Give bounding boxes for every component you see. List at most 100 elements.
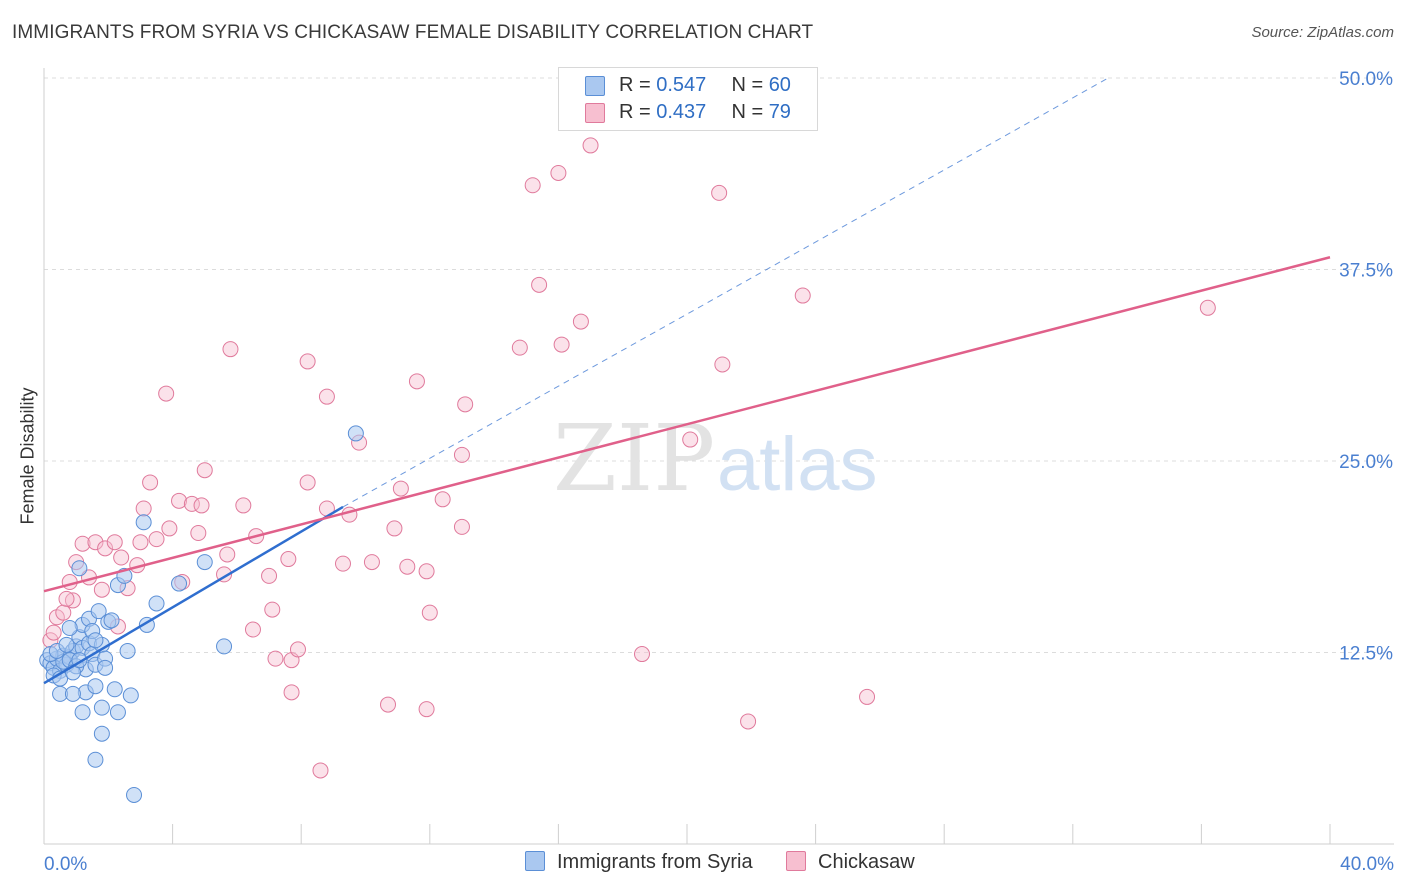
syria-point [171,575,188,592]
syria-point [58,636,75,653]
x-tick-label-max: 40.0% [1340,854,1394,875]
syria-point [109,704,126,721]
syria-point [148,595,165,612]
chickasaw-point [740,713,757,730]
bottom-legend-label-syria: Immigrants from Syria [557,851,753,873]
chickasaw-point [55,604,72,621]
chickasaw-point [190,525,207,542]
syria-point [93,725,110,742]
legend-n-label: N = [731,74,769,96]
y-tick-label: 37.5% [1339,261,1393,282]
syria-point [196,554,213,571]
legend-r-label: R = [619,101,657,123]
y-tick-labels: 12.5% 25.0% 37.5% 50.0% [1339,69,1393,665]
chickasaw-point [363,554,380,571]
chickasaw-point [524,177,541,194]
bottom-legend-label-chickasaw: Chickasaw [818,851,915,873]
syria-point [126,786,143,803]
chickasaw-point [418,563,435,580]
chickasaw-point [399,558,416,575]
chickasaw-point [392,480,409,497]
watermark-atlas: atlas [717,422,878,507]
bottom-legend-chickasaw: Chickasaw [786,851,915,874]
watermark: ZIP atlas [553,405,878,512]
syria-trend-extension [342,77,1109,508]
chickasaw-point [161,520,178,537]
chart-title: IMMIGRANTS FROM SYRIA VS CHICKASAW FEMAL… [12,22,814,43]
y-tick-label: 12.5% [1339,644,1393,665]
syria-trend-line [43,505,344,685]
chickasaw-point [550,164,567,181]
chickasaw-point [434,491,451,508]
syria-point [216,638,233,655]
syria-point [122,687,139,704]
chickasaw-point [45,624,62,641]
syria-point [103,612,120,629]
bottom-legend-syria: Immigrants from Syria [525,851,753,874]
bottom-legend-swatch-chickasaw [786,851,806,871]
chickasaw-trend-line [43,256,1331,593]
chickasaw-point [511,339,528,356]
chickasaw-point [97,540,114,557]
legend-swatch-syria [585,76,605,96]
chickasaw-point [196,462,213,479]
chickasaw-point [714,356,731,373]
y-tick-label: 25.0% [1339,452,1393,473]
syria-point [87,632,104,649]
chickasaw-point [235,497,252,514]
watermark-zip: ZIP [553,405,715,512]
syria-point [347,425,364,442]
syria-point [90,603,107,620]
chickasaw-point [312,762,329,779]
legend-r-label: R = [619,74,657,96]
chickasaw-point [193,497,210,514]
chickasaw-point [633,646,650,663]
chickasaw-point [711,184,728,201]
chickasaw-point [453,446,470,463]
source-label: Source: ZipAtlas.com [1251,24,1394,41]
chickasaw-point [64,592,81,609]
chickasaw-point [531,276,548,293]
chickasaw-point [158,385,175,402]
syria-point [97,659,114,676]
chickasaw-point [794,287,811,304]
chickasaw-point [106,534,123,551]
syria-point [64,685,81,702]
chickasaw-point [74,535,91,552]
chickasaw-point [418,701,435,718]
chickasaw-point [582,137,599,154]
chickasaw-point [219,546,236,563]
x-tick-label-min: 0.0% [44,854,87,875]
x-axis-ticks [172,824,1331,844]
chickasaw-point [453,518,470,535]
chickasaw-point [113,549,130,566]
chickasaw-point [93,581,110,598]
syria-point [71,560,88,577]
chickasaw-point [682,431,699,448]
syria-points [39,425,364,803]
chickasaw-point [318,388,335,405]
chickasaw-point [1199,299,1216,316]
chickasaw-point [408,373,425,390]
chickasaw-point [135,500,152,517]
legend-n-value: 60 [768,74,791,96]
legend-n-label: N = [731,101,769,123]
chickasaw-point [261,567,278,584]
chickasaw-point [380,696,397,713]
y-tick-label: 50.0% [1339,69,1393,90]
chickasaw-point [58,590,75,607]
chickasaw-point [132,534,149,551]
legend: R = 0.547 N = 60 R = 0.437 N = 79 [558,67,818,131]
chickasaw-point [299,353,316,370]
bottom-legend-swatch-syria [525,851,545,871]
syria-point [87,751,104,768]
syria-point [119,642,136,659]
chickasaw-point [280,551,297,568]
chickasaw-point [142,474,159,491]
syria-point [61,619,78,636]
syria-point [106,681,123,698]
chickasaw-point [572,313,589,330]
syria-point [135,514,152,531]
chickasaw-point [283,684,300,701]
